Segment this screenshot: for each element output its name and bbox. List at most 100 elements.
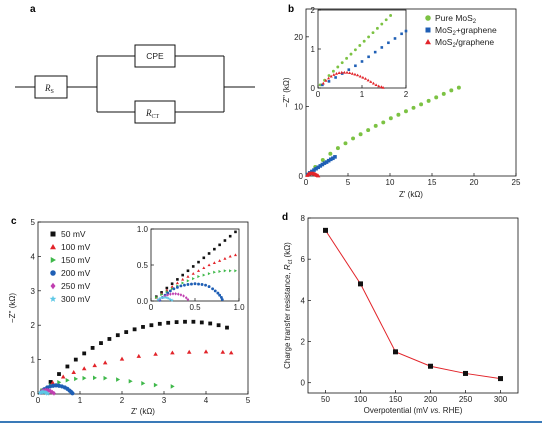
panel-c-inset-point-series3 [216, 291, 220, 295]
panel-c-legend-marker-3 [50, 270, 56, 276]
panel-c-inset-point-series5 [161, 295, 166, 299]
panel-b-legend-sub: 2 [452, 31, 456, 37]
panel-c-inset-point-series2 [160, 292, 164, 297]
panel-b-inset-xtick-label: 0 [316, 90, 321, 99]
panel-b-inset-point-series0 [384, 18, 388, 22]
panel-c-inset-point-series0 [191, 265, 195, 268]
panel-b-point-series1 [320, 162, 325, 167]
panel-c-point-series0 [65, 364, 70, 369]
panel-b-xtick-label: 10 [386, 178, 395, 187]
panel-c-inset-point-series0 [197, 260, 200, 264]
panel-b-point-series0 [434, 95, 439, 100]
panel-c-inset-point-series1 [228, 254, 232, 258]
panel-c-point-series0 [191, 319, 196, 324]
panel-b-legend-main: Pure MoS [435, 13, 473, 23]
panel-b-point-series0 [403, 109, 408, 114]
panel-d-point [428, 363, 433, 369]
panel-b-inset-point-series0 [353, 48, 357, 52]
panel-c-point-series2 [170, 384, 175, 389]
panel-b-point-series0 [426, 98, 431, 103]
panel-b-inset-frame [317, 9, 407, 89]
panel-d-xtick-label: 250 [459, 395, 473, 404]
panel-b-inset-ytick-label: 2 [311, 6, 316, 15]
panel-b-inset-point-series0 [371, 31, 375, 35]
panel-b-inset-point-series0 [380, 22, 384, 26]
panel-c-point-series0 [166, 320, 171, 325]
panel-b-inset-point-series2 [371, 81, 375, 85]
panel-c-inset-point-series4 [179, 293, 183, 297]
panel-c-point-series0 [107, 337, 112, 341]
panel-b-inset-point-series2 [345, 70, 349, 74]
panel-c-inset-point-series4 [158, 297, 162, 302]
panel-c-inset-ytick-label: 1.0 [137, 225, 149, 234]
panel-c-point-series2 [128, 378, 133, 384]
panel-c-inset-point-series0 [223, 239, 227, 242]
panel-c-legend-marker-4 [50, 282, 56, 290]
panel-b-inset-point-series2 [361, 75, 365, 79]
panel-c-inset-point-series4 [169, 292, 172, 296]
panel-c-inset-point-series2 [192, 277, 195, 281]
panel-b-frame [305, 8, 517, 177]
panel-c-point-series0 [149, 323, 154, 328]
panel-c-point-series5 [42, 389, 48, 395]
panel-d-ytick-label: 2 [301, 338, 306, 347]
panel-c-inset-point-series2 [165, 290, 169, 294]
panel-b-inset-point-series1 [373, 50, 377, 54]
panel-c-point-series1 [136, 353, 142, 358]
panel-c-point-series1 [170, 350, 175, 355]
panel-d-ytick-label: 6 [301, 255, 306, 264]
panel-b-point-series1 [326, 158, 331, 163]
panel-d-point [358, 281, 363, 287]
panel-c-inset-point-series3 [193, 282, 197, 286]
panel-b-inset-point-series0 [327, 74, 331, 77]
panel-d-xlabel-italic: vs. [430, 406, 440, 415]
panel-d-ylabel-post: (kΩ) [283, 242, 292, 260]
panel-c-inset-point-series0 [202, 256, 206, 260]
panel-c-inset-point-series4 [186, 297, 190, 302]
panel-b-point-series1 [318, 164, 323, 168]
panel-c-xtick-label: 1 [78, 396, 83, 405]
panel-b-xtick-label: 5 [346, 178, 351, 187]
panel-c-inset-point-series0 [207, 252, 211, 255]
panel-c-inset-point-series3 [183, 283, 186, 287]
panel-c-legend-label-2: 150 mV [61, 255, 91, 265]
panel-c-inset-point-series5 [168, 297, 173, 302]
panel-c-inset-point-series1 [186, 274, 190, 278]
panel-d-xtick-label: 300 [494, 395, 508, 404]
panel-b-legend-marker-1 [425, 27, 431, 33]
panel-b-xtick-label: 20 [470, 178, 479, 187]
panel-c-xtick-label: 0 [36, 396, 41, 405]
panel-c-inset-point-series4 [182, 294, 185, 298]
panel-c-point-series5 [45, 391, 51, 396]
panel-b-point-series1 [331, 156, 335, 161]
panel-b-xtick-label: 15 [428, 178, 437, 187]
panel-d-ytick-label: 0 [301, 379, 306, 388]
panel-c-inset-point-series1 [233, 253, 238, 257]
panel-b-point-series1 [310, 169, 314, 174]
panel-c-inset-point-series5 [156, 297, 160, 302]
panel-c-inset-point-series3 [172, 287, 176, 291]
panel-b-inset-point-series1 [387, 41, 390, 45]
panel-b-inset-point-series2 [374, 83, 378, 87]
panel-c-inset-point-series3 [175, 285, 179, 289]
panel-c-xtick-label: 4 [204, 396, 209, 405]
panel-c-point-series1 [186, 349, 192, 354]
panel-b-inset-point-series2 [358, 74, 362, 78]
panel-b-point-series1 [328, 157, 333, 162]
panel-b-point-series0 [419, 102, 424, 107]
panel-c-point-series0 [48, 380, 53, 384]
panel-b-inset-point-series0 [331, 69, 335, 73]
panel-d-point [323, 227, 328, 233]
panel-c-inset-point-series1 [223, 256, 227, 260]
panel-b-inset-point-series2 [379, 85, 383, 88]
panel-c-inset-point-series3 [200, 283, 204, 286]
rct-label: RCT [145, 108, 160, 120]
panel-c-point-series2 [116, 377, 121, 382]
panel-c-inset-point-series3 [166, 291, 170, 295]
panel-b-inset-point-series1 [367, 55, 370, 59]
panel-b-inset-point-series2 [381, 86, 385, 89]
panel-c-inset-point-series5 [159, 295, 164, 300]
panel-c-inset-point-series5 [170, 298, 174, 302]
rs-label: RS [44, 83, 54, 95]
panel-b-point-series1 [312, 168, 316, 172]
